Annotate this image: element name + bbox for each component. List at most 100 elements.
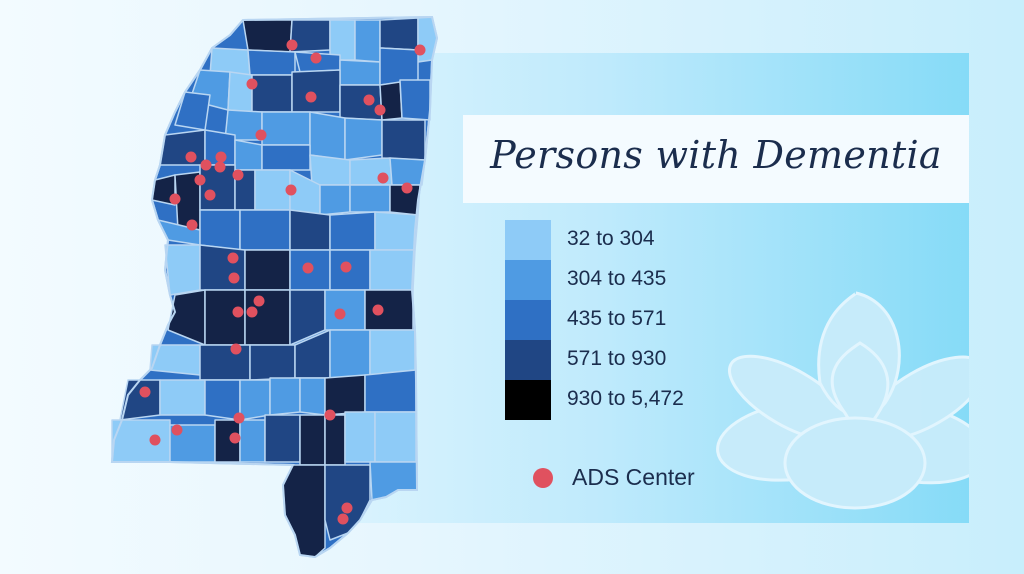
county-region (324, 464, 371, 541)
county-region (344, 117, 383, 161)
ads-center-marker (200, 159, 212, 171)
legend-label: 304 to 435 (567, 267, 667, 290)
county-region (381, 119, 426, 161)
ads-center-marker (194, 174, 206, 186)
county-region (249, 344, 296, 381)
ads-center-marker (305, 91, 317, 103)
county-region (289, 209, 331, 251)
ads-center-marker (302, 262, 314, 274)
title-box: Persons with Dementia (463, 115, 969, 203)
legend-swatch (505, 220, 551, 260)
ads-center-marker (228, 272, 240, 284)
county-region (379, 17, 419, 51)
ads-center-marker (186, 219, 198, 231)
county-region (199, 244, 246, 291)
ads-center-marker (255, 129, 267, 141)
county-region (261, 144, 311, 171)
legend-swatch (505, 260, 551, 300)
legend-item: 32 to 304 (505, 220, 745, 260)
county-region (339, 59, 381, 86)
county-region (199, 209, 241, 251)
county-region (364, 369, 417, 413)
county-region (324, 289, 366, 331)
ads-center-marker (139, 386, 151, 398)
legend-item: 304 to 435 (505, 260, 745, 300)
county-region (349, 184, 391, 213)
county-region (254, 169, 291, 211)
ads-center-marker (401, 182, 413, 194)
county-region (374, 411, 417, 463)
state-border (110, 15, 439, 559)
county-region (174, 91, 211, 131)
legend-item: 435 to 571 (505, 300, 745, 340)
county-region (239, 419, 266, 463)
ads-center-label: ADS Center (572, 464, 695, 490)
magnolia-flower-icon (716, 291, 969, 510)
ads-center-marker (215, 151, 227, 163)
ads-center-marker (149, 434, 161, 446)
county-region (299, 414, 326, 466)
county-region (344, 411, 376, 463)
ads-center-marker (337, 513, 349, 525)
legend: 32 to 304 304 to 435 435 to 571 571 to 9… (505, 220, 745, 420)
county-region (204, 289, 246, 346)
ads-center-marker (232, 169, 244, 181)
county-region (354, 19, 381, 63)
county-region (319, 184, 351, 216)
county-region (309, 154, 351, 186)
county-region (244, 249, 291, 291)
county-region (291, 69, 341, 113)
county-region (239, 379, 271, 421)
ads-center-marker (372, 304, 384, 316)
county-region (199, 344, 251, 381)
county-region (369, 329, 416, 376)
county-region (374, 211, 419, 251)
ads-center-marker (377, 172, 389, 184)
county-region (389, 157, 426, 186)
ads-center-marker (285, 184, 297, 196)
ads-center-marker (246, 78, 258, 90)
legend-swatch (505, 300, 551, 340)
county-region (324, 374, 366, 416)
ads-center-marker (233, 412, 245, 424)
county-region (364, 289, 414, 331)
ads-center-marker (253, 295, 265, 307)
county-region (251, 74, 293, 113)
county-region (227, 71, 253, 113)
county-region (244, 289, 291, 346)
county-region (234, 139, 263, 171)
county-region (261, 111, 311, 146)
ads-center-marker (334, 308, 346, 320)
county-region (269, 377, 301, 416)
county-region (264, 414, 301, 463)
county-region (159, 379, 206, 416)
county-region (247, 49, 296, 76)
ads-center-marker (227, 252, 239, 264)
ads-center-marker (341, 502, 353, 514)
legend-swatch (505, 380, 551, 420)
county-region (164, 244, 201, 296)
ads-center-marker (414, 44, 426, 56)
legend-label: 930 to 5,472 (567, 387, 684, 410)
ads-center-marker (232, 306, 244, 318)
ads-center-marker (324, 409, 336, 421)
legend-swatch (505, 340, 551, 380)
legend-item: 930 to 5,472 (505, 380, 745, 420)
county-region (369, 461, 418, 501)
ads-center-marker (230, 343, 242, 355)
ads-center-dot-icon (533, 468, 553, 488)
county-region (324, 414, 346, 466)
county-region (329, 329, 371, 379)
ads-center-marker (204, 189, 216, 201)
ads-center-marker (340, 261, 352, 273)
ads-center-marker (171, 424, 183, 436)
map-title: Persons with Dementia (490, 133, 942, 177)
county-region (309, 111, 346, 161)
legend-item: 571 to 930 (505, 340, 745, 380)
county-region (242, 19, 293, 53)
county-region (282, 464, 326, 558)
county-region (239, 209, 291, 251)
ads-center-marker (374, 104, 386, 116)
county-region (329, 211, 376, 251)
county-region (399, 79, 431, 121)
